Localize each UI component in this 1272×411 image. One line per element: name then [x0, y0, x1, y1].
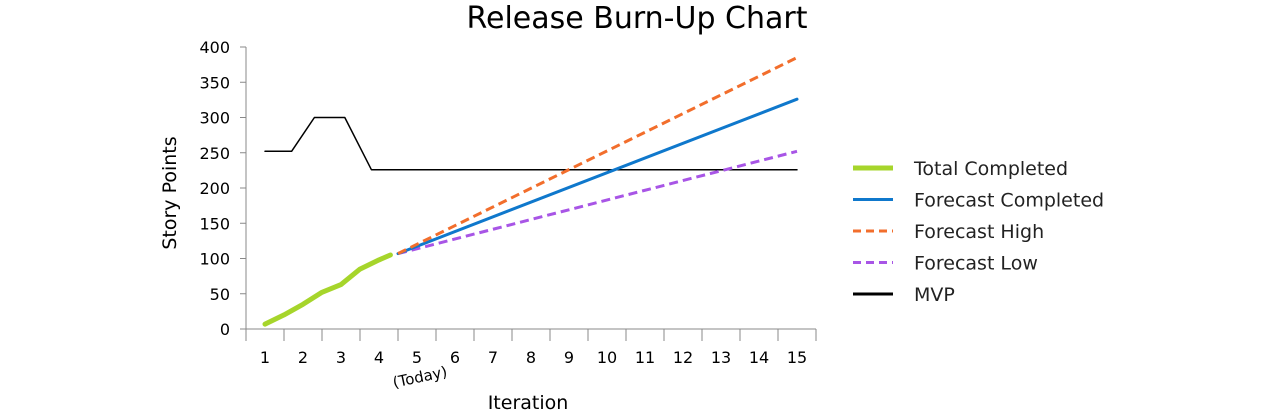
x-tick-label: 10	[597, 348, 617, 367]
legend-label: Forecast High	[914, 221, 1044, 243]
axes	[240, 46, 817, 341]
y-tick-label: 100	[199, 250, 230, 269]
x-tick-label: 1	[260, 348, 270, 367]
y-tick-label: 150	[199, 214, 230, 233]
x-tick-label: 9	[564, 348, 574, 367]
series-line-forecast-low	[397, 149, 798, 256]
legend: Total Completed Forecast Completed Forecas…	[853, 158, 1104, 306]
y-tick-label: 50	[210, 285, 230, 304]
series-lines	[262, 56, 799, 327]
legend-label: Forecast Completed	[914, 190, 1104, 212]
x-tick-label: 6	[450, 348, 460, 367]
x-tick-label: 7	[488, 348, 498, 367]
y-tick-label: 350	[199, 73, 230, 92]
x-tick-label: 3	[336, 348, 346, 367]
x-tick-label: 15	[787, 348, 807, 367]
series-line-mvp	[264, 116, 798, 171]
y-axis-label: Story Points	[159, 136, 181, 249]
series-line-forecast-high	[397, 56, 798, 255]
y-tick-label: 0	[220, 320, 230, 339]
y-tick-label: 300	[199, 109, 230, 128]
y-tick-label: 250	[199, 144, 230, 163]
x-tick-label: 12	[673, 348, 693, 367]
legend-label: Forecast Low	[914, 253, 1038, 275]
chart-title: Release Burn-Up Chart	[467, 1, 808, 36]
x-tick-label: 4	[374, 348, 384, 367]
y-tick-label: 200	[199, 179, 230, 198]
today-annotation: (Today)	[391, 363, 449, 392]
x-axis-label: Iteration	[488, 392, 569, 411]
x-tick-label: 8	[526, 348, 536, 367]
x-tick-label: 2	[298, 348, 308, 367]
x-tick-label: 13	[711, 348, 731, 367]
legend-label: MVP	[914, 284, 955, 306]
series-line-forecast-completed	[396, 97, 799, 256]
x-tick-label: 5	[412, 348, 422, 367]
series-line-total-completed	[262, 252, 393, 327]
x-tick-label: 14	[749, 348, 769, 367]
x-tick-label: 11	[635, 348, 655, 367]
legend-label: Total Completed	[913, 158, 1068, 180]
y-tick-label: 400	[199, 38, 230, 57]
